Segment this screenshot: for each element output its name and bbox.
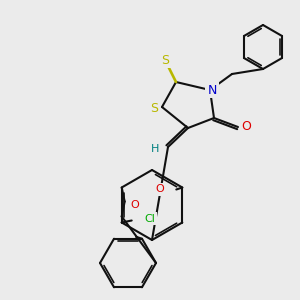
Text: O: O — [241, 121, 251, 134]
Text: S: S — [161, 53, 169, 67]
Text: Cl: Cl — [144, 214, 155, 224]
Text: N: N — [207, 83, 217, 97]
Text: S: S — [150, 103, 158, 116]
Text: H: H — [151, 144, 159, 154]
Text: O: O — [130, 200, 139, 211]
Text: O: O — [155, 184, 164, 194]
